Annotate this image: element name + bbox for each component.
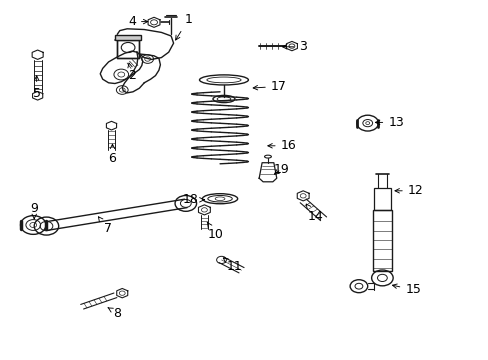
Text: 18: 18 — [183, 193, 204, 206]
Text: 10: 10 — [207, 222, 223, 240]
Text: 12: 12 — [394, 184, 423, 197]
Bar — [115, 35, 141, 40]
Text: 4: 4 — [128, 15, 147, 28]
Bar — [117, 40, 139, 58]
Text: 6: 6 — [108, 144, 116, 165]
Text: 16: 16 — [267, 139, 296, 152]
Text: 9: 9 — [30, 202, 38, 219]
Text: 8: 8 — [108, 307, 121, 320]
Text: 1: 1 — [175, 13, 192, 40]
Text: 7: 7 — [98, 217, 111, 235]
Text: 14: 14 — [305, 204, 323, 222]
Bar — [373, 188, 390, 210]
Text: 13: 13 — [375, 116, 403, 129]
Text: 2: 2 — [128, 63, 136, 82]
Text: 19: 19 — [273, 163, 288, 176]
Text: 17: 17 — [253, 80, 286, 93]
Text: 11: 11 — [223, 258, 242, 273]
Bar — [372, 210, 391, 271]
Text: 15: 15 — [392, 283, 420, 296]
Text: 3: 3 — [282, 40, 306, 53]
Text: 5: 5 — [33, 76, 41, 100]
